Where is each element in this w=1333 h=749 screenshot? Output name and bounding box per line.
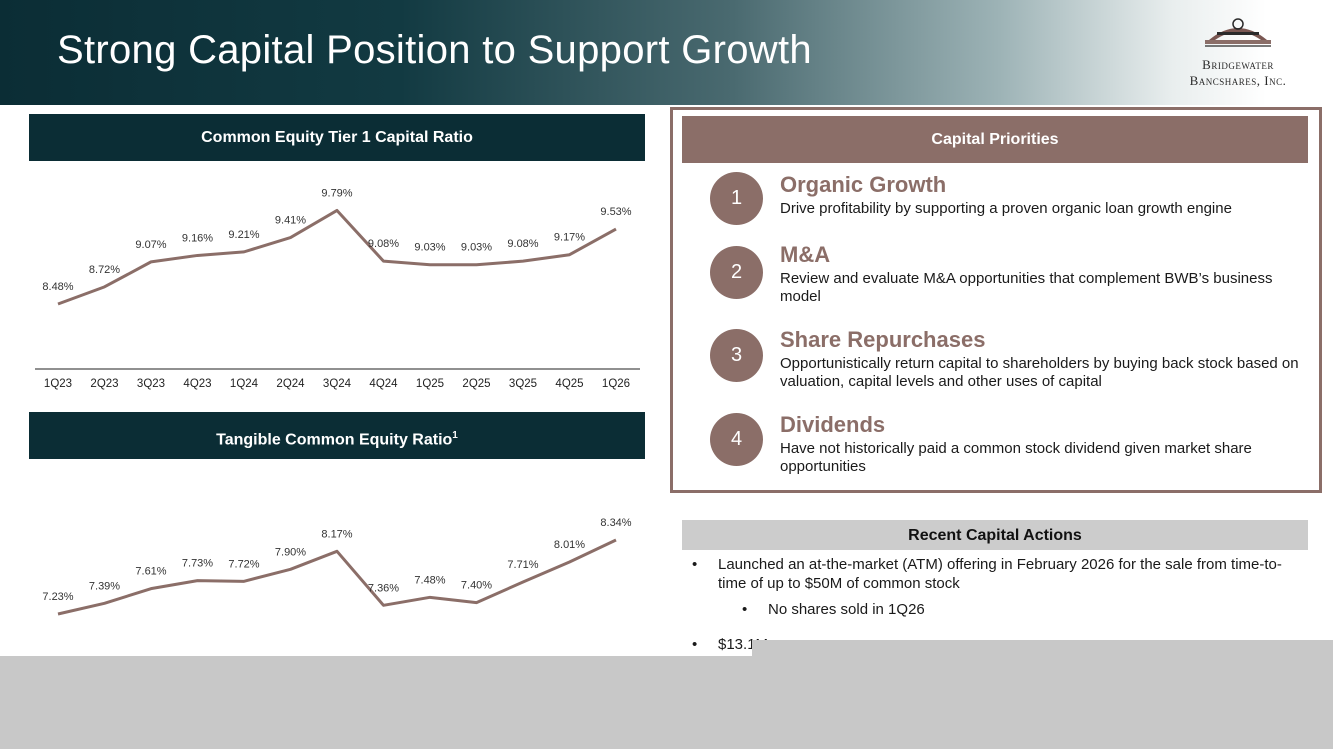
data-label: 7.61% [135, 566, 166, 578]
x-tick-label: 4Q23 [183, 378, 211, 390]
data-label: 7.48% [414, 574, 445, 586]
data-label: 8.34% [600, 517, 631, 529]
priority-heading: M&A [780, 242, 831, 267]
x-tick-label: 2Q23 [90, 378, 118, 390]
x-tick-label: 1Q25 [416, 378, 444, 390]
data-label: 9.07% [135, 239, 166, 251]
data-label: 7.40% [461, 580, 492, 592]
logo-line2: Bancshares, Inc. [1189, 73, 1287, 88]
data-label: 9.17% [554, 232, 585, 244]
capital-priorities-box [670, 107, 1322, 493]
data-label: 7.72% [228, 558, 259, 570]
priority-heading: Dividends [780, 412, 886, 437]
data-label: 9.03% [414, 242, 445, 254]
data-label: 9.21% [228, 229, 259, 241]
x-tick-label: 3Q24 [323, 378, 352, 390]
tce-line-chart: 7.23% 7.39% 7.61% 7.73% 7.72% 7.90% 8.17% 7.36%… [42, 517, 632, 616]
cet1-line-chart: 8.48% 8.72% 9.07% 9.16% 9.21% 9.41% 9.79% 9.08%… [35, 187, 640, 390]
x-tick-label: 3Q23 [137, 378, 165, 390]
priority-description: Review and evaluate M&A opportunities th… [780, 270, 1273, 305]
tce-chart-title: Tangible Common Equity Ratio1 [29, 412, 645, 459]
recent-action-bullet-1: • Launched an at-the-market (ATM) offerin… [692, 556, 1282, 592]
data-label: 7.36% [368, 582, 399, 594]
priority-number: 4 [710, 413, 763, 466]
data-label: 9.16% [182, 232, 213, 244]
page-title: Strong Capital Position to Support Growt… [57, 28, 812, 72]
x-tick-label: 2Q24 [276, 378, 305, 390]
cet1-chart-title: Common Equity Tier 1 Capital Ratio [29, 114, 645, 161]
data-label: 9.08% [507, 238, 538, 250]
logo-line1: Bridgewater [1202, 57, 1274, 72]
data-label: 9.53% [600, 206, 631, 218]
data-label: 7.73% [182, 558, 213, 570]
priority-description: Drive profitability by supporting a prov… [780, 200, 1232, 217]
priority-heading: Share Repurchases [780, 327, 986, 352]
data-label: 9.79% [321, 187, 352, 199]
data-label: 8.17% [321, 528, 352, 540]
data-label: 8.01% [554, 539, 585, 551]
data-label: 9.41% [275, 215, 306, 227]
data-label: 8.72% [89, 264, 120, 276]
x-tick-label: 2Q25 [462, 378, 490, 390]
x-tick-label: 4Q24 [369, 378, 398, 390]
data-label: 7.71% [507, 559, 538, 571]
priority-heading: Organic Growth [780, 172, 947, 197]
data-label: 7.23% [42, 591, 73, 603]
x-tick-label: 4Q25 [555, 378, 583, 390]
priority-description: Opportunistically return capital to shar… [780, 355, 1299, 390]
data-label: 9.08% [368, 238, 399, 250]
priority-number: 2 [710, 246, 763, 299]
gray-overlay [0, 656, 1333, 749]
x-tick-label: 3Q25 [509, 378, 537, 390]
data-label: 7.39% [89, 580, 120, 592]
recent-capital-actions-title: Recent Capital Actions [682, 520, 1308, 550]
x-tick-label: 1Q24 [230, 378, 259, 390]
data-label: 8.48% [42, 281, 73, 293]
bridge-logo-icon [1205, 18, 1271, 47]
priority-number: 3 [710, 329, 763, 382]
company-logo: Bridgewater Bancshares, Inc. [1172, 18, 1304, 88]
series-line [57, 208, 617, 306]
x-tick-label: 1Q26 [602, 378, 630, 390]
capital-priorities-title: Capital Priorities [682, 116, 1308, 163]
data-label: 7.90% [275, 546, 306, 558]
priority-description: Have not historically paid a common stoc… [780, 440, 1252, 475]
x-tick-label: 1Q23 [44, 378, 72, 390]
series-line [57, 538, 617, 616]
recent-action-sub-bullet: • No shares sold in 1Q26 [742, 601, 925, 618]
header-banner: Strong Capital Position to Support Growt… [0, 0, 1333, 105]
gray-overlay-top [752, 640, 1333, 660]
priority-number: 1 [710, 172, 763, 225]
data-label: 9.03% [461, 242, 492, 254]
